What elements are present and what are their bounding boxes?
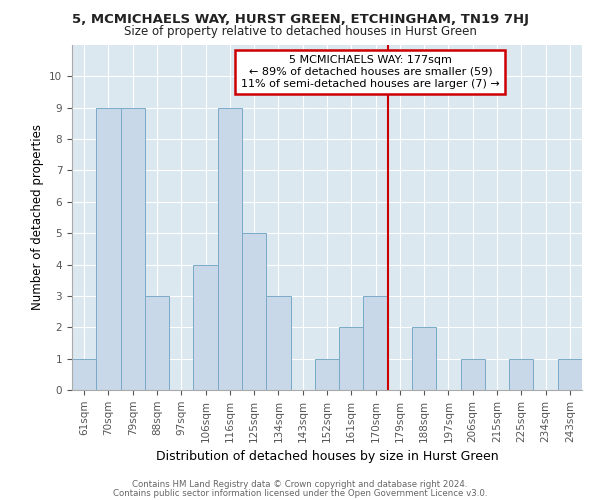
Text: 5 MCMICHAELS WAY: 177sqm
← 89% of detached houses are smaller (59)
11% of semi-d: 5 MCMICHAELS WAY: 177sqm ← 89% of detach… xyxy=(241,56,500,88)
Bar xyxy=(315,358,339,390)
X-axis label: Distribution of detached houses by size in Hurst Green: Distribution of detached houses by size … xyxy=(155,450,499,463)
Bar xyxy=(266,296,290,390)
Bar xyxy=(145,296,169,390)
Bar xyxy=(96,108,121,390)
Bar xyxy=(242,233,266,390)
Bar xyxy=(412,328,436,390)
Bar xyxy=(121,108,145,390)
Bar xyxy=(461,358,485,390)
Bar xyxy=(364,296,388,390)
Bar xyxy=(509,358,533,390)
Bar xyxy=(193,264,218,390)
Y-axis label: Number of detached properties: Number of detached properties xyxy=(31,124,44,310)
Text: 5, MCMICHAELS WAY, HURST GREEN, ETCHINGHAM, TN19 7HJ: 5, MCMICHAELS WAY, HURST GREEN, ETCHINGH… xyxy=(71,12,529,26)
Text: Contains HM Land Registry data © Crown copyright and database right 2024.: Contains HM Land Registry data © Crown c… xyxy=(132,480,468,489)
Bar xyxy=(218,108,242,390)
Bar xyxy=(339,328,364,390)
Bar xyxy=(72,358,96,390)
Bar xyxy=(558,358,582,390)
Text: Size of property relative to detached houses in Hurst Green: Size of property relative to detached ho… xyxy=(124,25,476,38)
Text: Contains public sector information licensed under the Open Government Licence v3: Contains public sector information licen… xyxy=(113,488,487,498)
